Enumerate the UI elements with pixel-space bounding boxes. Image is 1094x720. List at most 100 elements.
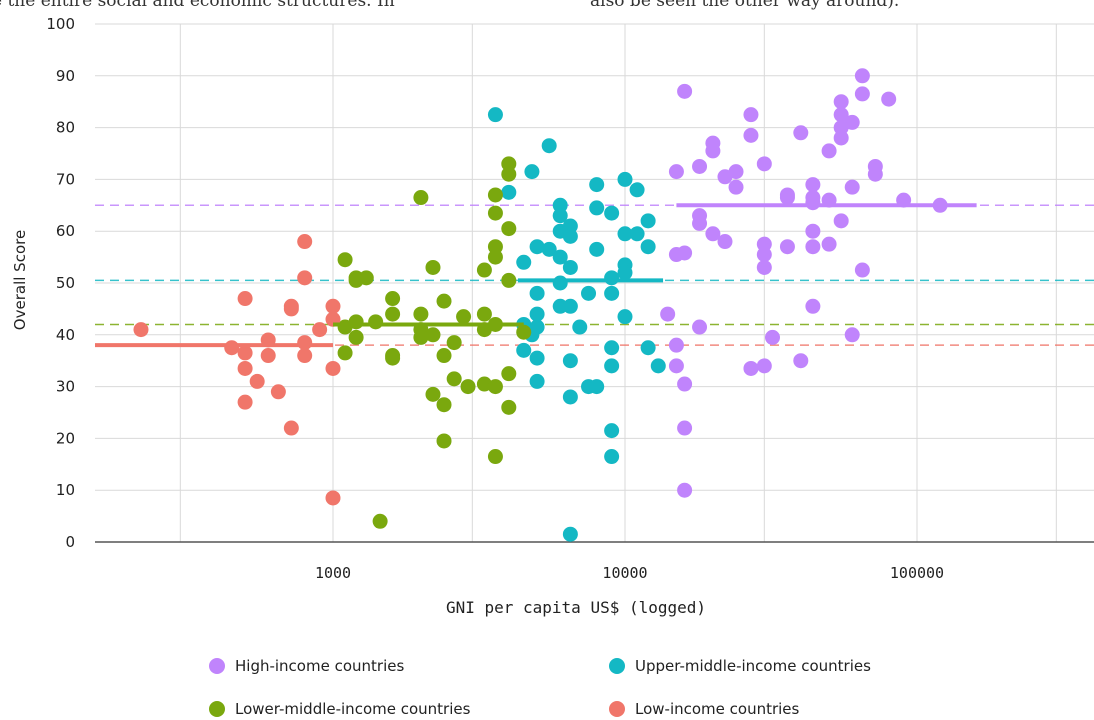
data-point-low — [325, 490, 341, 506]
data-point-high — [728, 179, 744, 195]
data-point-lower — [413, 306, 429, 322]
data-point-high — [805, 195, 821, 211]
data-point-high — [692, 319, 708, 335]
data-point-upper — [562, 228, 578, 244]
data-point-high — [805, 223, 821, 239]
grid-lines — [95, 23, 1094, 542]
data-point-upper — [516, 342, 532, 358]
data-point-lower — [425, 259, 441, 275]
data-point-lower — [436, 348, 452, 364]
data-point-upper — [529, 373, 545, 389]
data-point-high — [668, 337, 684, 353]
data-point-lower — [337, 345, 353, 361]
data-points — [133, 68, 948, 542]
data-point-lower — [385, 291, 401, 307]
data-point-high — [793, 353, 809, 369]
y-tick-label: 90 — [56, 67, 75, 85]
data-point-upper — [589, 177, 605, 193]
data-point-lower — [413, 329, 429, 345]
data-point-high — [692, 158, 708, 174]
x-tick-label: 100000 — [890, 564, 944, 582]
data-point-upper — [552, 197, 568, 213]
top-text-left: e the entire social and economic structu… — [0, 0, 395, 11]
data-point-high — [805, 239, 821, 255]
data-point-low — [237, 360, 253, 376]
data-point-high — [728, 164, 744, 180]
data-point-upper — [581, 285, 597, 301]
data-point-lower — [476, 306, 492, 322]
data-point-low — [237, 345, 253, 361]
data-point-high — [756, 247, 772, 263]
data-point-lower — [501, 366, 517, 382]
data-point-high — [833, 213, 849, 229]
data-point-upper — [650, 358, 666, 374]
y-tick-label: 30 — [56, 378, 75, 396]
data-point-upper — [529, 306, 545, 322]
data-point-lower — [436, 433, 452, 449]
data-point-high — [756, 156, 772, 172]
y-tick-label: 40 — [56, 326, 75, 344]
y-axis-label: Overall Score — [11, 230, 29, 330]
data-point-lower — [476, 262, 492, 278]
data-point-high — [677, 83, 693, 99]
data-point-low — [297, 348, 313, 364]
data-point-upper — [541, 241, 557, 257]
data-point-high — [821, 143, 837, 159]
data-point-lower — [487, 187, 503, 203]
data-point-low — [283, 420, 299, 436]
data-point-lower — [446, 371, 462, 387]
data-point-lower — [413, 190, 429, 206]
data-point-high — [779, 190, 795, 206]
data-point-high — [743, 127, 759, 143]
data-point-high — [833, 107, 849, 123]
data-point-upper — [552, 275, 568, 291]
data-point-upper — [604, 270, 620, 286]
data-point-lower — [348, 329, 364, 345]
data-point-lower — [501, 166, 517, 182]
data-point-lower — [516, 324, 532, 340]
data-point-high — [743, 360, 759, 376]
y-tick-label: 80 — [56, 119, 75, 137]
data-point-upper — [589, 379, 605, 395]
data-point-lower — [368, 314, 384, 330]
data-point-high — [668, 358, 684, 374]
data-point-upper — [604, 358, 620, 374]
data-point-lower — [501, 399, 517, 415]
data-point-upper — [487, 107, 503, 123]
data-point-upper — [562, 259, 578, 275]
data-point-high — [677, 482, 693, 498]
data-point-upper — [589, 241, 605, 257]
data-point-lower — [501, 221, 517, 237]
data-point-upper — [629, 226, 645, 242]
data-point-upper — [589, 200, 605, 216]
axes: 0 10 20 30 40 50 60 70 80 90 100 1000 10000 100000 — [46, 15, 1094, 582]
data-point-low — [283, 301, 299, 317]
y-tick-label: 20 — [56, 429, 75, 447]
data-point-upper — [617, 226, 633, 242]
data-point-upper — [629, 182, 645, 198]
data-point-lower — [487, 239, 503, 255]
data-point-lower — [425, 386, 441, 402]
x-tick-label: 1000 — [315, 564, 351, 582]
data-point-high — [779, 239, 795, 255]
data-point-lower — [456, 309, 472, 325]
data-point-lower — [446, 335, 462, 351]
data-point-high — [692, 215, 708, 231]
data-point-high — [705, 226, 721, 242]
data-point-upper — [552, 208, 568, 224]
data-point-low — [312, 322, 328, 338]
data-point-upper — [501, 184, 517, 200]
data-point-low — [297, 335, 313, 351]
data-point-upper — [529, 285, 545, 301]
data-point-high — [668, 164, 684, 180]
data-point-low — [297, 270, 313, 286]
data-point-high — [881, 91, 897, 107]
y-tick-label: 0 — [65, 533, 75, 551]
data-point-lower — [487, 205, 503, 221]
data-point-high — [677, 245, 693, 261]
data-point-upper — [617, 171, 633, 187]
data-point-upper — [516, 254, 532, 270]
data-point-upper — [562, 389, 578, 405]
data-point-lower — [501, 156, 517, 172]
data-point-high — [854, 262, 870, 278]
